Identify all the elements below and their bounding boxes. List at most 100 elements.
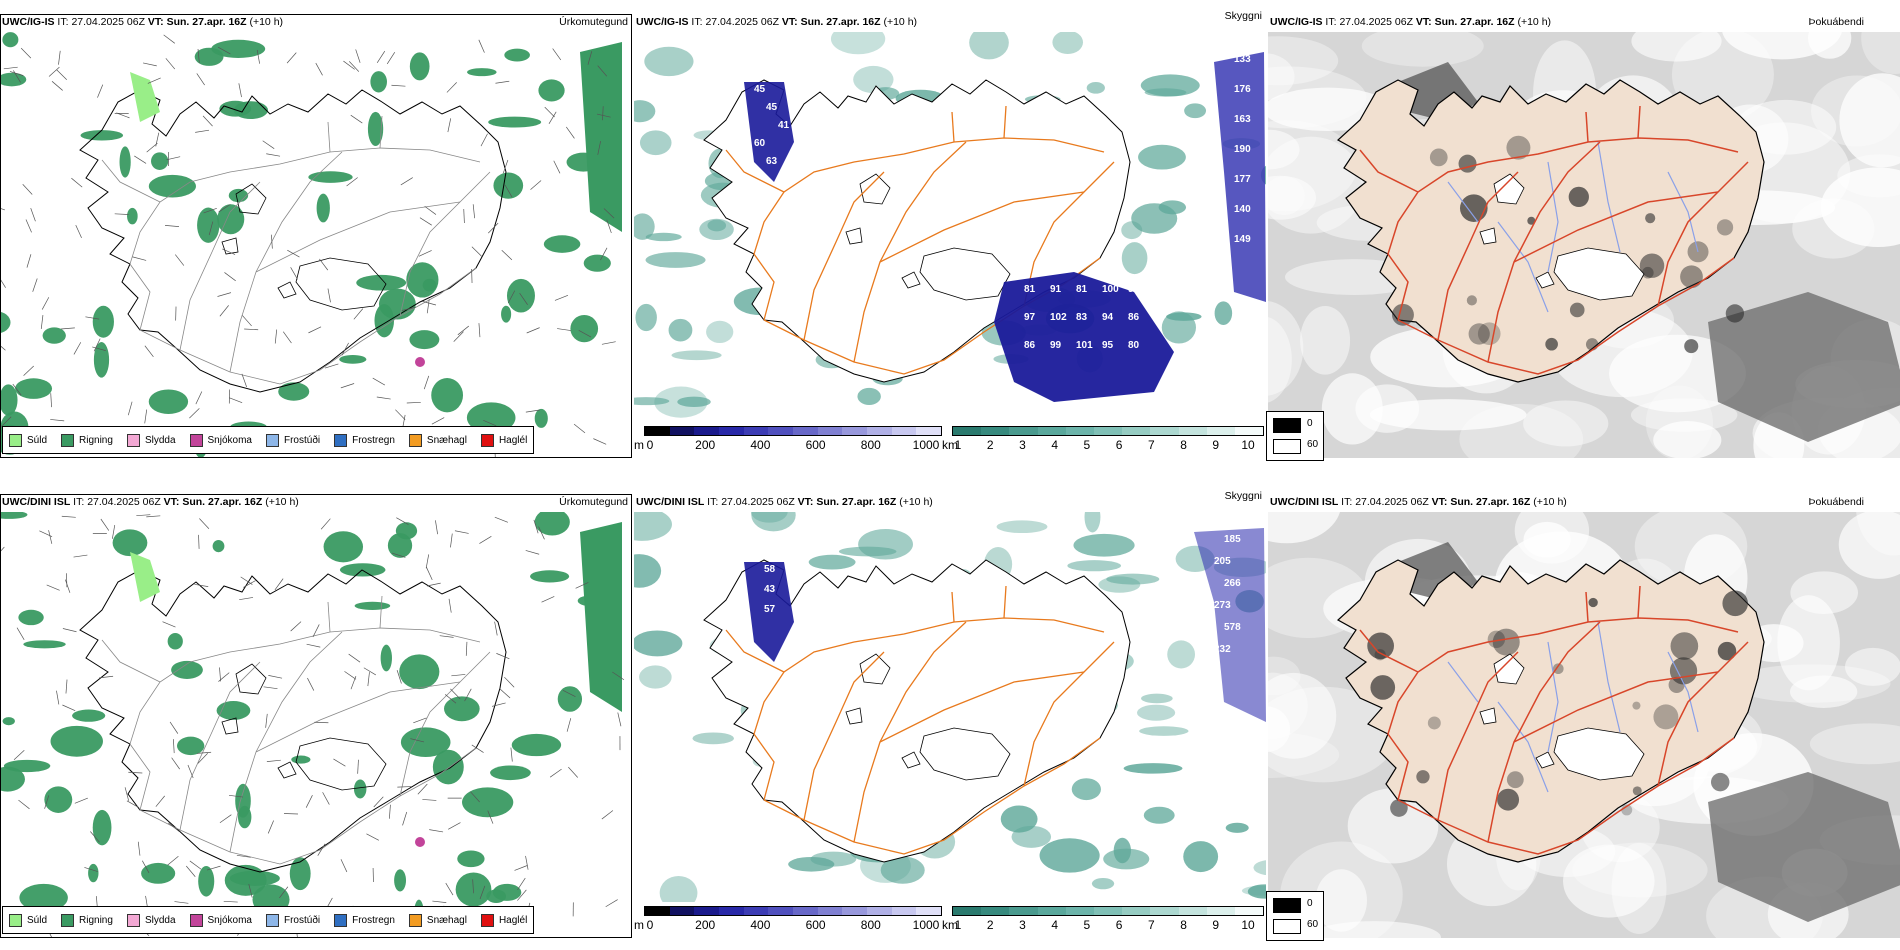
colorbar-tick-label: 0 xyxy=(646,438,654,452)
glacier-outline xyxy=(1493,653,1525,685)
wind-barb xyxy=(410,738,425,743)
fog-spot xyxy=(1545,337,1558,351)
road xyxy=(879,191,1085,263)
colorbar-segment xyxy=(1234,907,1264,915)
visibility-patch xyxy=(634,512,672,541)
wind-barb xyxy=(544,106,555,118)
rain-area xyxy=(580,42,622,232)
glacier-outline xyxy=(235,663,267,695)
fog-blob xyxy=(1268,175,1317,220)
sea-fog-area xyxy=(1708,772,1900,922)
wind-barb xyxy=(426,299,430,314)
wind-barb xyxy=(422,301,437,306)
wind-barb xyxy=(343,60,355,70)
glacier-outline xyxy=(845,227,863,245)
wind-barb xyxy=(219,814,232,824)
precip-type-panel-row1: UWC/IG-IS IT: 27.04.2025 06Z VT: Sun. 27… xyxy=(0,10,632,458)
wind-barb xyxy=(439,635,454,638)
wind-barb xyxy=(429,829,444,833)
fog-spot xyxy=(1466,295,1477,306)
road xyxy=(951,111,955,143)
colorbar-tick-label: 0 xyxy=(646,918,654,932)
rain-area xyxy=(387,533,413,558)
wind-barb xyxy=(279,886,289,899)
wind-barb xyxy=(195,129,210,133)
cloud-base-label: 266 xyxy=(1224,578,1241,589)
road xyxy=(1513,671,1719,743)
wind-barb xyxy=(197,751,212,754)
wind-barb xyxy=(557,328,572,331)
road xyxy=(853,141,967,363)
wind-barb xyxy=(372,377,386,386)
fog-blob xyxy=(1861,32,1900,75)
cloud-base-label: 101 xyxy=(1076,340,1093,351)
visibility-patch xyxy=(644,46,694,77)
rain-area xyxy=(316,193,330,223)
legend-swatch xyxy=(408,913,422,927)
rain-area xyxy=(409,330,440,350)
legend-item: Haglél xyxy=(480,433,527,447)
river xyxy=(1667,171,1699,253)
wind-barb xyxy=(217,292,232,297)
cloud-base-label: 68 xyxy=(934,804,946,815)
wind-barb xyxy=(62,704,76,712)
wind-barb xyxy=(495,80,510,84)
cloud-base-label: 68 xyxy=(904,784,916,795)
wind-barb xyxy=(445,882,454,896)
rain-area xyxy=(488,116,542,128)
fog-blob xyxy=(1523,400,1609,447)
rain-area xyxy=(492,883,522,901)
visibility-patch xyxy=(671,350,722,361)
colorbar-segment xyxy=(645,907,670,915)
wind-barb xyxy=(617,712,622,727)
wind-barb xyxy=(93,338,101,352)
wind-barb xyxy=(453,331,464,342)
rain-area xyxy=(19,883,68,912)
wind-barb xyxy=(549,768,562,778)
rain-area xyxy=(0,384,18,416)
colorbar-segment xyxy=(842,907,868,915)
cloud-base-label: 94 xyxy=(844,784,856,795)
cloud-base-label: 90 xyxy=(778,174,790,185)
fog-blob xyxy=(1572,842,1708,898)
wind-barb xyxy=(199,518,210,530)
wind-barb xyxy=(61,515,76,518)
glacier-outline xyxy=(919,247,1011,301)
legend-swatch xyxy=(189,913,203,927)
colorbar-tick-label: 2 xyxy=(986,918,994,932)
wind-barb xyxy=(13,70,21,83)
legend-swatch xyxy=(334,433,348,447)
legend-label: Slydda xyxy=(144,434,176,446)
road xyxy=(803,171,885,341)
wind-barb xyxy=(363,667,377,676)
fog-spot xyxy=(1370,675,1396,700)
road xyxy=(229,151,343,373)
fog-blob xyxy=(1809,723,1900,765)
wind-barb xyxy=(155,132,160,147)
visibility-patch xyxy=(707,219,727,232)
fog-blob xyxy=(1268,36,1339,86)
wind-barb xyxy=(162,621,176,628)
wind-barb xyxy=(472,204,475,219)
road xyxy=(1637,585,1641,619)
wind-barb xyxy=(263,686,278,690)
wind-barb xyxy=(236,854,251,858)
road xyxy=(1437,651,1519,821)
colorbar-segment xyxy=(669,907,695,915)
visibility-patch xyxy=(634,630,683,657)
wind-barb xyxy=(373,796,384,808)
cloud-base-colorbar: m 0 200 400 600 800 1000 xyxy=(634,904,944,938)
wind-barb xyxy=(166,156,181,161)
rain-area xyxy=(467,68,497,77)
wind-barb xyxy=(471,744,484,753)
road xyxy=(1397,257,1735,375)
road xyxy=(139,747,477,865)
visibility-patch xyxy=(969,32,1009,60)
road xyxy=(379,115,383,149)
river xyxy=(1447,661,1479,703)
cloud-base-label: 81 xyxy=(1076,284,1088,295)
panel-header: UWC/DINI ISL IT: 27.04.2025 06Z VT: Sun.… xyxy=(1270,496,1567,508)
visibility-patch xyxy=(1253,860,1266,876)
wind-barb xyxy=(308,326,322,334)
colorbar-segment xyxy=(694,427,720,435)
